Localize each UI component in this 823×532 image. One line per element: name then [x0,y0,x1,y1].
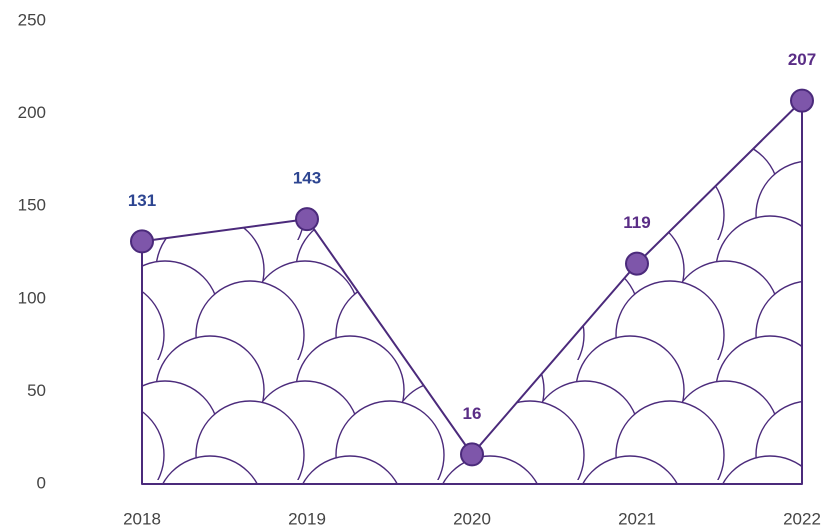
marker [625,251,649,276]
value-label: 143 [293,169,321,188]
x-tick-label: 2020 [453,509,491,528]
x-tick-label: 2019 [288,509,326,528]
marker [295,207,319,232]
x-tick-label: 2018 [123,509,161,528]
marker [460,442,484,467]
y-tick-label: 0 [37,473,46,492]
y-tick-label: 50 [27,381,46,400]
y-tick-label: 250 [18,10,46,29]
x-tick-label: 2022 [783,509,821,528]
value-label: 119 [623,213,650,232]
marker [130,229,154,254]
y-tick-label: 200 [18,103,46,122]
marker [790,88,814,113]
y-tick-label: 100 [18,288,46,307]
value-label: 131 [128,191,156,210]
value-label: 16 [463,404,482,423]
value-label: 207 [788,50,816,69]
area [141,99,803,485]
x-tick-label: 2021 [618,509,656,528]
y-tick-label: 150 [18,196,46,215]
